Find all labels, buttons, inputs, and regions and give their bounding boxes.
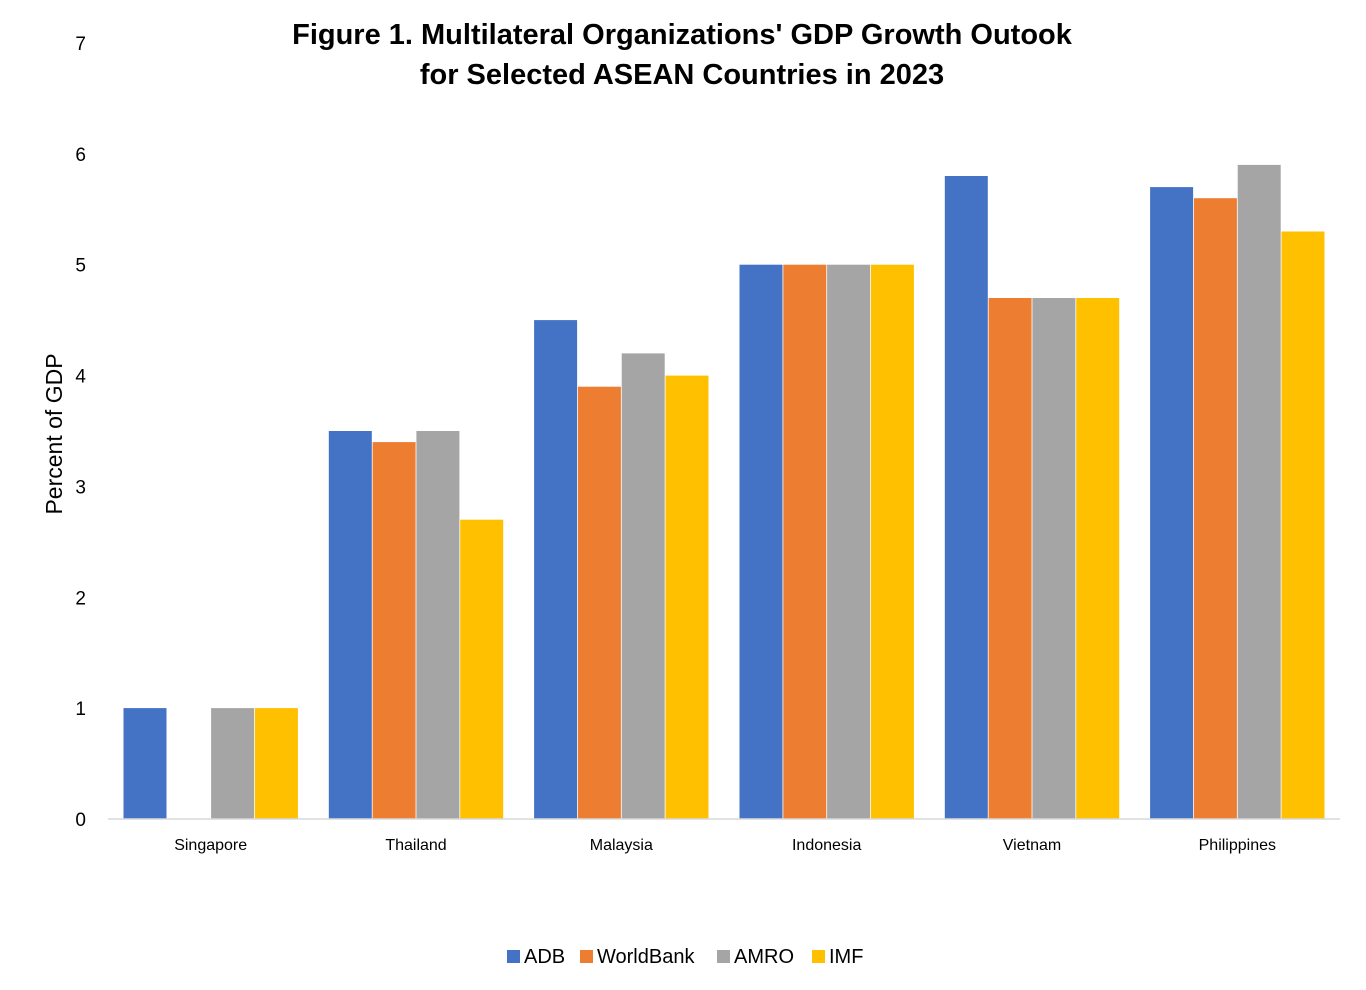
category-label: Philippines (1199, 837, 1276, 854)
bar-imf-indonesia (870, 264, 914, 819)
legend-label-imf: IMF (829, 946, 863, 968)
chart-title-line-2: for Selected ASEAN Countries in 2023 (420, 59, 944, 91)
y-tick-label: 1 (75, 699, 86, 720)
bar-worldbank-philippines (1193, 198, 1237, 819)
y-axis-ticks: 0 1 2 3 4 5 6 7 (75, 34, 86, 831)
legend-swatch-worldbank (580, 950, 593, 963)
bar-adb-singapore (123, 708, 167, 819)
bar-amro-indonesia (827, 264, 871, 819)
y-axis-title: Percent of GDP (41, 353, 67, 514)
category-label: Vietnam (1003, 837, 1061, 854)
category-label: Thailand (385, 837, 446, 854)
bar-worldbank-vietnam (988, 298, 1032, 819)
bar-adb-indonesia (739, 264, 783, 819)
y-tick-label: 7 (75, 34, 86, 55)
legend-label-worldbank: WorldBank (597, 946, 695, 968)
bar-adb-philippines (1150, 187, 1194, 820)
y-tick-label: 6 (75, 145, 86, 166)
chart-title-line-1: Figure 1. Multilateral Organizations' GD… (292, 19, 1073, 51)
bar-imf-vietnam (1076, 298, 1120, 819)
y-tick-label: 0 (75, 810, 86, 831)
y-tick-label: 3 (75, 477, 86, 498)
y-tick-label: 2 (75, 588, 86, 609)
legend-label-adb: ADB (524, 946, 565, 968)
legend-label-amro: AMRO (734, 946, 794, 968)
bar-amro-malaysia (621, 353, 665, 819)
bars-group (123, 164, 1325, 820)
legend-swatch-imf (812, 950, 825, 963)
category-labels: Singapore Thailand Malaysia Indonesia Vietna… (174, 837, 1276, 854)
bar-adb-vietnam (944, 176, 988, 819)
bar-amro-vietnam (1032, 298, 1076, 819)
bar-worldbank-malaysia (577, 386, 621, 819)
bar-amro-philippines (1237, 164, 1281, 819)
bar-imf-malaysia (665, 375, 709, 819)
legend-swatch-amro (717, 950, 730, 963)
category-label: Singapore (174, 837, 247, 854)
bar-imf-singapore (254, 708, 298, 819)
legend-swatch-adb (507, 950, 520, 963)
bar-adb-malaysia (534, 320, 578, 819)
bar-worldbank-thailand (372, 442, 416, 819)
bar-amro-singapore (211, 708, 255, 819)
bar-worldbank-indonesia (783, 264, 827, 819)
bar-imf-philippines (1281, 231, 1325, 819)
category-label: Malaysia (590, 837, 653, 854)
y-tick-label: 5 (75, 256, 86, 277)
bar-amro-thailand (416, 431, 460, 819)
y-tick-label: 4 (75, 367, 86, 388)
category-label: Indonesia (792, 837, 861, 854)
bar-imf-thailand (460, 519, 504, 819)
bar-adb-thailand (328, 431, 372, 819)
legend: ADB WorldBank AMRO IMF (507, 946, 863, 968)
